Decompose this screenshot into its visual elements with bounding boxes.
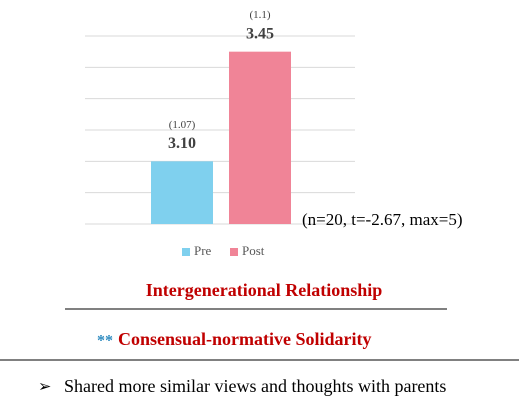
- marker: **: [97, 333, 113, 350]
- subheading: Consensual-normative Solidarity: [118, 329, 372, 349]
- bullet: Shared more similar views and thoughts w…: [64, 376, 446, 396]
- annotation: (n=20, t=-2.67, max=5): [302, 210, 463, 229]
- legend-swatch: [230, 248, 238, 256]
- sd-label: (1.1): [249, 9, 270, 21]
- legend-label: Post: [242, 243, 265, 258]
- bullet-icon: ➢: [38, 379, 51, 396]
- legend-swatch: [182, 248, 190, 256]
- legend-label: Pre: [194, 243, 212, 258]
- value-label: 3.45: [246, 25, 274, 42]
- heading: Intergenerational Relationship: [146, 280, 383, 300]
- value-label: 3.10: [168, 135, 196, 152]
- sd-label: (1.07): [169, 119, 196, 131]
- bar: [229, 51, 291, 224]
- bar: [151, 161, 213, 224]
